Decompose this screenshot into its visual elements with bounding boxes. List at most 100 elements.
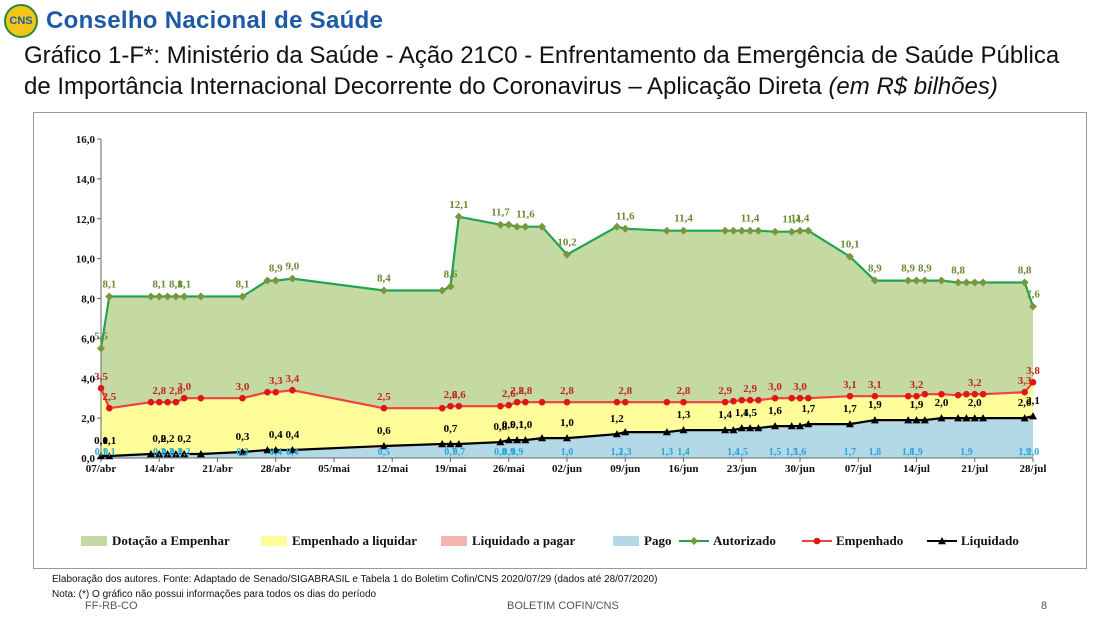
empenhado-data-label: 3,3 (269, 375, 283, 387)
empenhado-data-label: 3,2 (910, 379, 924, 391)
y-tick-label: 14,0 (76, 174, 96, 186)
autorizado-data-label: 11,4 (741, 213, 760, 225)
page-number: 8 (1041, 600, 1048, 612)
empenhado-data-label: 3,0 (177, 381, 191, 393)
slide-title-unit: (em R$ bilhões) (828, 73, 998, 100)
area-dotacao-a-empenhar (101, 216, 1033, 409)
empenhado-data-label: 2,8 (618, 385, 632, 397)
empenhado-marker (197, 394, 205, 402)
pago-data-label: 0,2 (161, 447, 174, 458)
liquidado-marker (912, 416, 921, 424)
period-note: Nota: (*) O gráfico não possui informaçõ… (52, 589, 377, 600)
empenhado-marker (1029, 378, 1037, 386)
x-tick-label: 09/jun (610, 463, 640, 475)
liquidado-marker (438, 440, 447, 448)
empenhado-marker (155, 398, 163, 406)
autorizado-marker (970, 278, 979, 287)
x-tick-label: 14/jul (903, 463, 930, 475)
liquidado-marker (146, 450, 155, 458)
liquidado-marker (804, 420, 813, 428)
empenhado-marker (180, 394, 188, 402)
autorizado-marker (954, 278, 963, 287)
slide-title: Gráfico 1-F*: Ministério da Saúde - Ação… (24, 40, 1099, 102)
pago-data-label: 0,8 (494, 447, 507, 458)
y-tick-label: 10,0 (76, 254, 96, 266)
empenhado-marker (164, 398, 171, 406)
y-tick-label: 16,0 (76, 134, 96, 146)
liquidado-data-label: 1,0 (519, 419, 533, 431)
pago-data-label: 1,6 (794, 447, 807, 458)
chart: 0,0 2,0 4,0 6,0 8,0 10,0 12,0 14,0 16,0 07/abr 14/… (76, 134, 1047, 548)
liquidado-marker (563, 434, 571, 442)
liquidado-data-label: 1,5 (743, 407, 757, 419)
x-tick-label: 02/jun (552, 463, 582, 475)
autorizado-marker (920, 276, 929, 285)
liquidado-data-label: 0,2 (152, 433, 166, 445)
empenhado-data-label: 3,3 (1018, 375, 1032, 387)
liquidado-marker (954, 414, 963, 422)
empenhado-data-label: 3,1 (868, 379, 882, 391)
autorizado-marker (288, 274, 297, 283)
legend-label-1: Dotação a Empenhar (112, 533, 230, 548)
x-tick-label: 26/mai (493, 463, 525, 475)
liquidado-marker (904, 416, 913, 424)
autorizado-data-label: 8,9 (918, 263, 932, 275)
x-tick-label: 21/abr (202, 463, 233, 475)
empenhado-marker (805, 394, 812, 402)
liquidado-marker (920, 416, 929, 424)
liquidado-marker (1029, 412, 1037, 420)
autorizado-marker (504, 220, 513, 229)
legend-marker-autorizado (690, 537, 698, 545)
liquidado-data-label: 1,4 (718, 409, 732, 421)
autorizado-marker (845, 252, 854, 261)
x-tick-label: 16/jun (669, 463, 699, 475)
logo-text: CNS (9, 15, 33, 27)
autorizado-data-label: 8,9 (269, 263, 283, 275)
liquidado-data-label: 0,7 (444, 423, 458, 435)
liquidado-data-label: 1,6 (768, 405, 782, 417)
footer-left: FF-RB-CO (85, 600, 138, 612)
autorizado-marker (962, 278, 971, 287)
pago-data-label: 0,2 (170, 447, 183, 458)
empenhado-data-label: 2,8 (510, 385, 524, 397)
pago-data-label: 1,5 (736, 447, 749, 458)
empenhado-marker (380, 404, 388, 412)
cns-logo-icon: CNS (4, 4, 38, 38)
empenhado-marker (497, 402, 504, 410)
x-tick-label: 21/jul (961, 463, 988, 475)
x-tick-label: 28/abr (260, 463, 291, 475)
autorizado-data-label: 8,8 (951, 265, 965, 277)
liquidado-marker (662, 428, 671, 436)
empenhado-marker (522, 398, 529, 406)
liquidado-data-label: 1,4 (735, 407, 749, 419)
autorizado-data-label: 11,6 (616, 211, 635, 223)
empenhado-data-label: 2,6 (452, 389, 466, 401)
liquidado-data-label: 1,7 (843, 403, 857, 415)
legend-label-2: Empenhado a liquidar (292, 533, 417, 548)
empenhado-marker (730, 397, 737, 405)
slide-title-line1: Gráfico 1-F*: Ministério da Saúde - Ação… (24, 42, 1060, 69)
empenhado-marker (979, 390, 987, 398)
liquidado-data-label: 0,4 (286, 429, 300, 441)
pago-data-label: 1,9 (910, 447, 923, 458)
pago-data-label: 0,1 (95, 447, 108, 458)
liquidado-data-label: 1,0 (560, 417, 574, 429)
pago-data-label: 2,0 (1027, 447, 1040, 458)
autorizado-marker (796, 226, 804, 235)
liquidado-marker (196, 450, 205, 458)
autorizado-marker (737, 226, 746, 235)
pago-data-label: 1,5 (785, 447, 798, 458)
legend-label-5: Autorizado (713, 533, 776, 548)
autorizado-marker (746, 226, 755, 235)
empenhado-marker (613, 398, 621, 406)
empenhado-data-label: 3,8 (1026, 365, 1040, 377)
empenhado-data-label: 2,5 (377, 391, 391, 403)
brand: CNS Conselho Nacional de Saúde (4, 4, 383, 38)
pago-data-label: 1,4 (677, 447, 690, 458)
autorizado-data-label: 11,4 (674, 213, 693, 225)
autorizado-marker (612, 222, 621, 231)
autorizado-marker (538, 222, 547, 231)
empenhado-marker (954, 391, 962, 399)
autorizado-data-label: 10,2 (557, 237, 577, 249)
footer-center: BOLETIM COFIN/CNS (507, 600, 619, 612)
